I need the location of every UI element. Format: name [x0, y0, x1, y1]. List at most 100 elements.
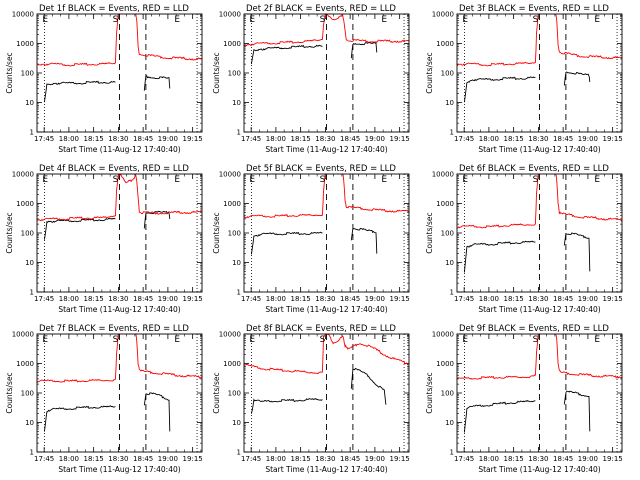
series-lld-line — [347, 343, 409, 365]
y-tick-label: 10 — [25, 259, 34, 267]
x-tick-label: 18:15 — [291, 135, 311, 143]
x-tick-label: 17:45 — [241, 135, 261, 143]
plot-frame — [36, 173, 203, 293]
y-tick-label: 1 — [450, 129, 454, 137]
x-tick-label: 18:15 — [291, 455, 311, 463]
x-tick-label: 19:00 — [158, 135, 178, 143]
end-marker: E — [42, 15, 48, 25]
panel-title: Det 1f BLACK = Events, RED = LLD — [39, 4, 189, 14]
y-tick-label: 10 — [25, 419, 34, 427]
y-tick-label: 10 — [445, 419, 454, 427]
y-axis-label: Counts/sec — [5, 372, 14, 413]
plot-frame — [36, 333, 203, 453]
end-marker: E — [462, 335, 468, 345]
y-tick-label: 1000 — [436, 360, 454, 368]
x-tick-label: 19:15 — [390, 295, 410, 303]
plot-frame — [456, 13, 623, 133]
series-lld-line — [37, 214, 116, 222]
panel-det-4: Det 4f BLACK = Events, RED = LLD Counts/s… — [5, 164, 203, 314]
end-marker: E — [42, 175, 48, 185]
y-tick-label: 1000 — [436, 40, 454, 48]
start-marker: S — [113, 15, 119, 25]
x-tick-label: 18:45 — [133, 455, 153, 463]
plot-frame — [243, 13, 410, 133]
y-tick-label: 10000 — [219, 331, 241, 339]
y-tick-label: 100 — [441, 70, 454, 78]
series-group — [37, 174, 202, 240]
y-tick-label: 10000 — [12, 11, 34, 19]
end-marker: E — [174, 15, 180, 25]
y-tick-label: 1000 — [223, 40, 241, 48]
end-marker: E — [462, 15, 468, 25]
x-tick-label: 18:00 — [266, 295, 286, 303]
x-tick-label: 19:15 — [603, 135, 623, 143]
x-tick-label: 19:00 — [365, 135, 385, 143]
start-marker: S — [533, 175, 539, 185]
y-tick-label: 100 — [441, 390, 454, 398]
series-lld-line — [244, 363, 323, 374]
series-events-line — [563, 71, 591, 86]
panel-title: Det 6f BLACK = Events, RED = LLD — [459, 164, 609, 174]
panel-det-2: Det 2f BLACK = Events, RED = LLD Counts/s… — [212, 4, 410, 154]
x-tick-label: 18:15 — [84, 295, 104, 303]
x-tick-label: 19:00 — [365, 295, 385, 303]
y-axis-label: Counts/sec — [425, 212, 434, 253]
series-events-line — [463, 399, 536, 433]
x-axis-label: Start Time (11-Aug-12 17:40:40) — [478, 465, 600, 474]
plot-frame — [243, 173, 410, 293]
x-tick-label: 18:00 — [479, 295, 499, 303]
x-tick-label: 19:15 — [603, 455, 623, 463]
panel-det-8: Det 8f BLACK = Events, RED = LLD Counts/s… — [212, 324, 410, 474]
series-events-line — [250, 398, 323, 414]
series-events-line — [563, 232, 591, 272]
plot-frame — [456, 173, 623, 293]
end-marker: E — [381, 15, 387, 25]
y-axis-label: Counts/sec — [212, 212, 221, 253]
y-tick-label: 1000 — [436, 200, 454, 208]
series-lld-line — [457, 223, 536, 229]
series-events-line — [43, 217, 116, 240]
x-tick-label: 18:45 — [340, 455, 360, 463]
series-lld-line — [457, 374, 536, 380]
x-tick-label: 18:30 — [528, 135, 548, 143]
series-lld-line — [244, 213, 323, 219]
end-marker: E — [249, 175, 255, 185]
panel-title: Det 9f BLACK = Events, RED = LLD — [459, 324, 609, 334]
start-marker: S — [320, 15, 326, 25]
y-tick-label: 10000 — [12, 331, 34, 339]
series-lld-line — [534, 174, 562, 225]
y-tick-label: 1 — [237, 289, 241, 297]
x-tick-label: 19:00 — [578, 295, 598, 303]
y-tick-label: 10 — [445, 99, 454, 107]
start-marker: S — [113, 175, 119, 185]
x-tick-label: 18:00 — [266, 135, 286, 143]
x-tick-label: 17:45 — [34, 455, 54, 463]
series-lld-line — [560, 371, 622, 379]
series-lld-line — [140, 54, 202, 61]
series-events-line — [463, 240, 536, 273]
series-lld-line — [140, 369, 202, 379]
series-lld-line — [114, 174, 141, 217]
end-marker: E — [594, 15, 600, 25]
end-marker: E — [174, 335, 180, 345]
x-tick-label: 18:45 — [133, 295, 153, 303]
x-tick-label: 19:15 — [183, 455, 203, 463]
x-tick-label: 18:45 — [553, 455, 573, 463]
x-tick-label: 18:30 — [528, 295, 548, 303]
x-tick-label: 17:45 — [241, 295, 261, 303]
panel-title: Det 2f BLACK = Events, RED = LLD — [246, 4, 396, 14]
x-tick-label: 19:15 — [183, 135, 203, 143]
y-tick-label: 1000 — [223, 360, 241, 368]
series-events-line — [250, 231, 323, 255]
panel-title: Det 4f BLACK = Events, RED = LLD — [39, 164, 189, 174]
end-marker: E — [249, 335, 255, 345]
x-tick-label: 18:15 — [84, 135, 104, 143]
y-tick-label: 1 — [30, 129, 34, 137]
x-tick-label: 17:45 — [34, 295, 54, 303]
x-axis-label: Start Time (11-Aug-12 17:40:40) — [265, 305, 387, 314]
y-tick-label: 1000 — [223, 200, 241, 208]
x-tick-label: 19:00 — [158, 295, 178, 303]
x-tick-label: 18:30 — [108, 455, 128, 463]
y-axis-label: Counts/sec — [212, 52, 221, 93]
y-axis-label: Counts/sec — [425, 372, 434, 413]
